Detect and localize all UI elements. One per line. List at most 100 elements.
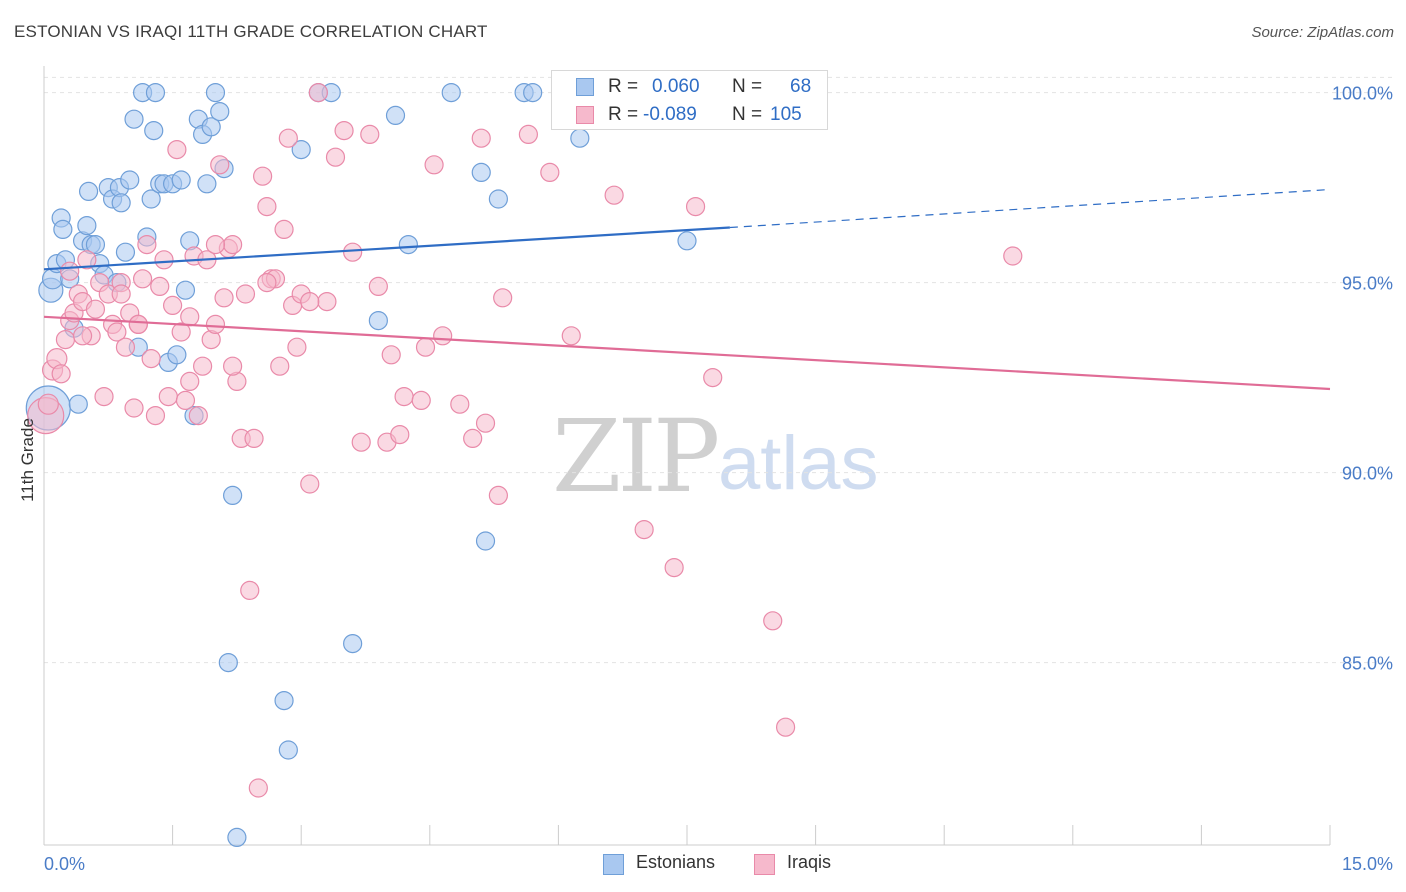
iraqi-point [37, 393, 59, 415]
iraqi-point [60, 261, 80, 281]
point-layer [25, 82, 1023, 848]
iraqi-point [107, 322, 127, 342]
estonian-point [68, 394, 88, 414]
estonian-point [53, 219, 73, 239]
iraqi-point [1003, 246, 1023, 266]
estonian-point [141, 189, 161, 209]
iraqi-point [158, 387, 178, 407]
estonian-point [398, 235, 418, 255]
iraqi-point [253, 166, 273, 186]
estonian-point [85, 235, 106, 255]
estonian-point [475, 531, 496, 551]
estonian-point [223, 485, 243, 505]
iraqi-point [154, 250, 174, 270]
iraqi-point [274, 219, 294, 239]
iraqi-point [167, 140, 187, 160]
iraqi-point [205, 235, 226, 255]
iraqi-point [775, 717, 796, 737]
iraqi-point [137, 235, 157, 255]
iraqi-point [394, 387, 414, 407]
iraqi-point [257, 273, 277, 293]
iraqi-point [360, 124, 380, 144]
iraqi-point [188, 406, 208, 426]
axis-layer [43, 66, 1331, 846]
iraqi-point [180, 371, 200, 391]
label-layer: 85.0% 90.0% 95.0% 100.0% 0.0% 15.0% 11th Grade [18, 84, 1393, 874]
y-tick-label: 95.0% [1342, 274, 1393, 294]
iraqi-point [205, 314, 226, 334]
iraqi-point [664, 557, 684, 578]
iraqi-point [72, 326, 93, 346]
y-tick-label: 90.0% [1342, 464, 1393, 484]
iraqi-point [317, 292, 337, 312]
estonian-point [278, 740, 298, 760]
iraqi-point [390, 425, 410, 445]
iraqi-point [248, 778, 268, 798]
iraqi-point [278, 128, 298, 148]
estonian-point [210, 101, 230, 122]
estonian-point [291, 140, 311, 160]
iraqi-point [471, 128, 491, 148]
legend-n-label: N = [732, 104, 763, 125]
iraqi-point [210, 155, 230, 175]
estonian-point [171, 170, 191, 190]
iraqi-point [141, 349, 161, 369]
iraqi-point [703, 368, 723, 388]
iraqi-point [463, 428, 483, 448]
legend-n-value: 105 [770, 104, 802, 125]
estonian-point [570, 128, 590, 148]
estonian-point [175, 280, 196, 300]
x-tick-label: 0.0% [44, 854, 85, 874]
iraqi-point [223, 356, 243, 376]
watermark-zip: ZIP [552, 398, 720, 515]
iraqi-point [145, 406, 166, 426]
estonian-point [115, 242, 136, 262]
iraqi-point [411, 390, 431, 410]
iraqi-point [223, 235, 243, 255]
estonian-point [197, 174, 217, 194]
legend-swatch-blue [576, 78, 594, 96]
grid-layer [44, 76, 1395, 664]
iraqis-swatch [754, 854, 775, 875]
iraqi-point [381, 345, 401, 365]
y-tick-label: 85.0% [1342, 654, 1393, 674]
iraqi-point [180, 307, 200, 327]
iraqi-point [270, 356, 290, 376]
iraqi-point [94, 387, 114, 407]
legend-swatch-pink [576, 106, 594, 124]
iraqi-trend-line [43, 315, 1331, 391]
estonian-point [218, 652, 238, 673]
iraqi-point [493, 288, 513, 308]
estonian-point [227, 827, 247, 848]
legend-r-label: R = [608, 76, 639, 97]
iraqi-point [124, 398, 144, 418]
estonian-point [167, 345, 187, 365]
iraqi-point [300, 474, 320, 494]
iraqi-point [175, 390, 196, 410]
estonian-point [441, 82, 461, 103]
estonian-point [78, 181, 99, 201]
iraqi-point [763, 611, 783, 631]
iraqis-label: Iraqis [787, 852, 832, 872]
y-tick-label: 100.0% [1332, 84, 1393, 104]
iraqi-point [300, 292, 320, 312]
iraqi-point [111, 284, 131, 304]
x-tick-label: 15.0% [1342, 854, 1393, 874]
iraqi-point [235, 284, 256, 304]
iraqi-point [193, 356, 213, 376]
estonian-point [205, 82, 226, 103]
iraqi-point [55, 330, 76, 350]
iraqi-point [325, 147, 346, 167]
estonian-point [145, 82, 166, 103]
iraqi-point [171, 322, 191, 342]
estonians-swatch [603, 854, 624, 875]
legend-row-estonians: R = 0.060 N = 68 [552, 73, 827, 101]
estonian-point [385, 105, 406, 126]
estonian-point [343, 633, 363, 654]
source-label: Source: ZipAtlas.com [1251, 24, 1394, 41]
iraqi-point [240, 580, 260, 601]
estonian-trend-line [43, 226, 730, 271]
y-axis-label: 11th Grade [18, 418, 37, 502]
iraqi-point [163, 295, 183, 315]
